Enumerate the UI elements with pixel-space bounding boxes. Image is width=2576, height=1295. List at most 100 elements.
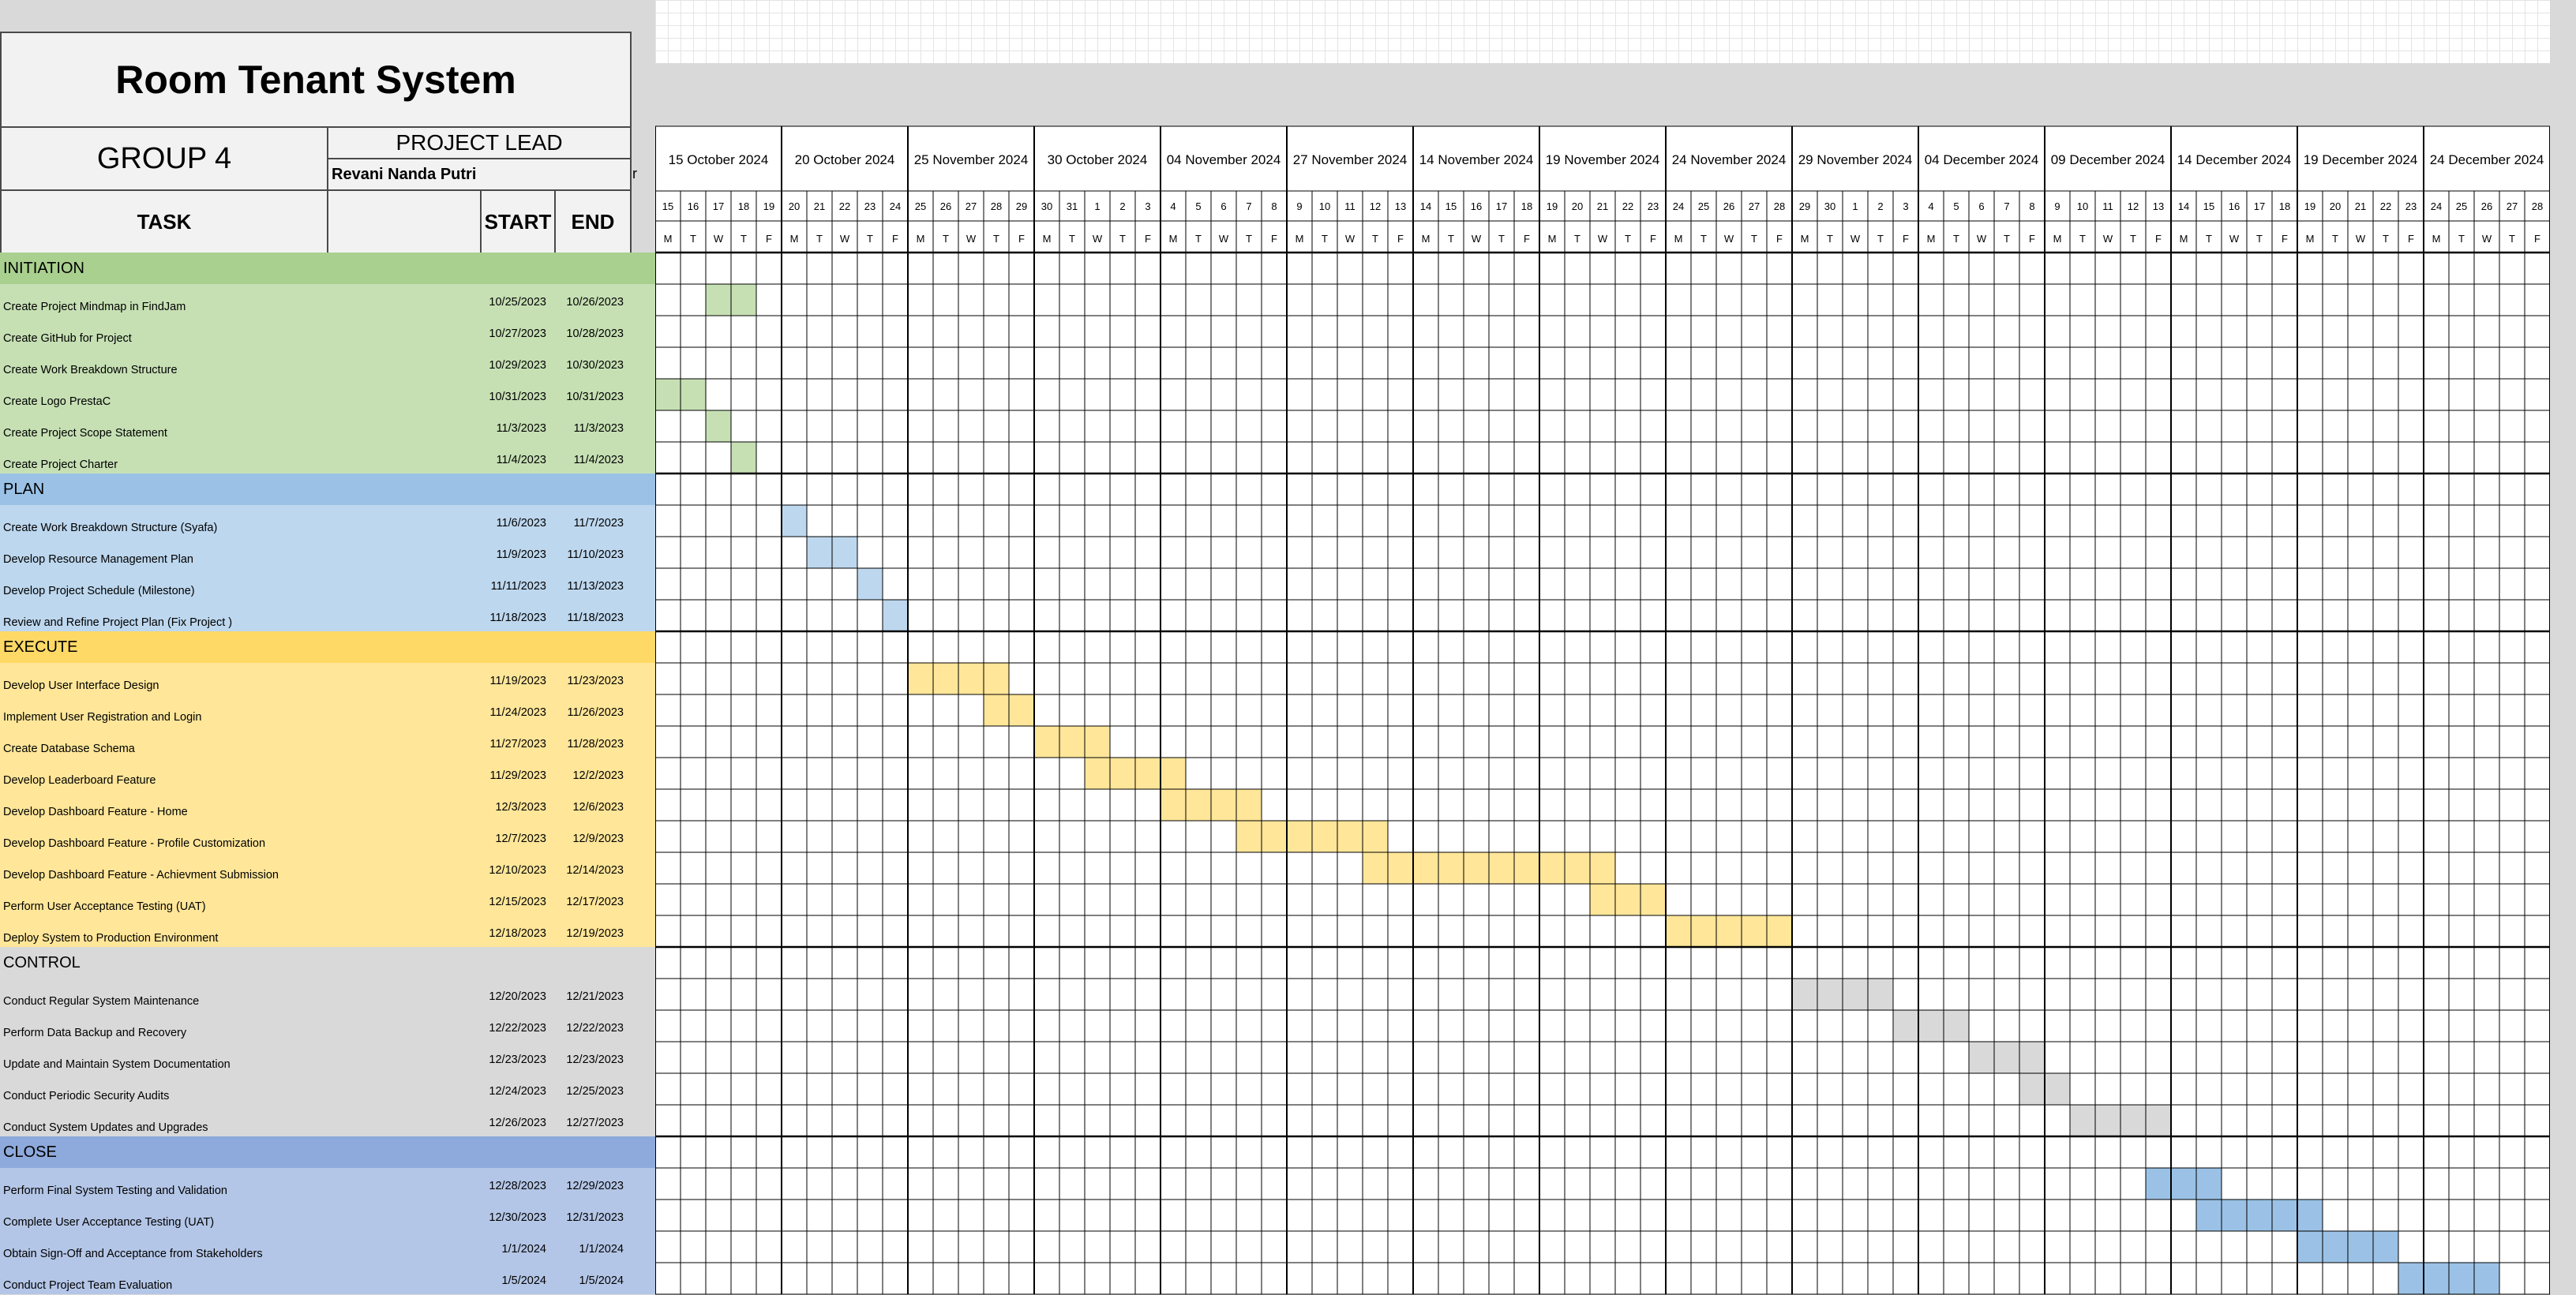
day-number: 29: [1016, 200, 1027, 212]
week-label: 14 November 2024: [1419, 152, 1534, 167]
day-number: 16: [1471, 200, 1482, 212]
task-row[interactable]: Create Project Charter 11/4/2023 11/4/2023: [0, 442, 655, 473]
week-label: 19 December 2024: [2304, 152, 2418, 167]
gantt-bar-cell: [1009, 694, 1034, 726]
day-letter: T: [816, 233, 823, 245]
task-row[interactable]: Perform Data Backup and Recovery 12/22/20…: [0, 1010, 655, 1042]
task-row[interactable]: Implement User Registration and Login 11/…: [0, 694, 655, 726]
task-end-date: 12/23/2023: [566, 1053, 624, 1066]
day-letter: M: [917, 233, 925, 245]
task-name: Create GitHub for Project: [3, 332, 132, 344]
task-row[interactable]: Develop Dashboard Feature - Profile Cust…: [0, 821, 655, 852]
gantt-bar-cell: [1843, 979, 1868, 1010]
task-row[interactable]: Obtain Sign-Off and Acceptance from Stak…: [0, 1231, 655, 1263]
group-cell: GROUP 4: [0, 126, 328, 191]
task-row[interactable]: Conduct Periodic Security Audits 12/24/20…: [0, 1073, 655, 1105]
day-number: 27: [1749, 200, 1760, 212]
task-panel: Room Tenant System GROUP 4 PROJECT LEAD …: [0, 0, 655, 1295]
section-title: CLOSE: [3, 1143, 57, 1161]
task-start-date: 12/10/2023: [489, 863, 546, 877]
day-number: 25: [1698, 200, 1709, 212]
task-end-date: 10/28/2023: [566, 327, 624, 340]
task-row[interactable]: Develop Leaderboard Feature 11/29/2023 12/…: [0, 758, 655, 789]
title-cell: Room Tenant System: [0, 32, 632, 128]
gantt-bar-cell: [2398, 1263, 2424, 1294]
task-row[interactable]: Conduct Project Team Evaluation 1/5/2024 1…: [0, 1263, 655, 1294]
day-number: 27: [966, 200, 977, 212]
task-row[interactable]: Review and Refine Project Plan (Fix Proj…: [0, 600, 655, 631]
task-row[interactable]: Create GitHub for Project 10/27/2023 10/28…: [0, 316, 655, 347]
task-row[interactable]: Create Project Scope Statement 11/3/2023 1…: [0, 410, 655, 442]
task-end-date: 11/18/2023: [567, 611, 624, 624]
day-number: 10: [1319, 200, 1330, 212]
task-end-date: 11/26/2023: [567, 706, 624, 719]
day-letter: M: [1295, 233, 1304, 245]
task-name: Implement User Registration and Login: [3, 711, 202, 723]
task-row[interactable]: Conduct System Updates and Upgrades 12/26…: [0, 1105, 655, 1136]
week-label: 09 December 2024: [2051, 152, 2165, 167]
task-name: Conduct Project Team Evaluation: [3, 1279, 173, 1291]
day-letter: T: [1700, 233, 1707, 245]
task-row[interactable]: Update and Maintain System Documentation…: [0, 1042, 655, 1073]
task-name: Create Work Breakdown Structure (Syafa): [3, 522, 218, 533]
gantt-bar-cell: [1716, 915, 1742, 947]
start-column-label: START: [484, 209, 552, 234]
gantt-bar-cell: [2297, 1200, 2323, 1231]
task-end-date: 10/26/2023: [566, 295, 624, 309]
day-letter: W: [1977, 233, 1987, 245]
day-letter: M: [2180, 233, 2188, 245]
task-row[interactable]: Complete User Acceptance Testing (UAT) 12…: [0, 1200, 655, 1231]
gantt-bar-cell: [1944, 1010, 1969, 1042]
task-row[interactable]: Develop User Interface Design 11/19/2023 1…: [0, 663, 655, 694]
task-start-date: 12/22/2023: [489, 1021, 546, 1035]
task-start-date: 11/9/2023: [496, 548, 546, 561]
gantt-bar-cell: [1868, 979, 1893, 1010]
day-number: 23: [1648, 200, 1659, 212]
day-number: 2: [1877, 200, 1883, 212]
day-number: 13: [1395, 200, 1406, 212]
task-row[interactable]: Perform User Acceptance Testing (UAT) 12/…: [0, 884, 655, 915]
task-row[interactable]: Create Logo PrestaC 10/31/2023 10/31/2023: [0, 379, 655, 410]
task-name: Develop Resource Management Plan: [3, 553, 193, 565]
day-number: 24: [1673, 200, 1684, 212]
task-row[interactable]: Create Work Breakdown Structure 10/29/202…: [0, 347, 655, 379]
task-row[interactable]: Develop Dashboard Feature - Home 12/3/202…: [0, 789, 655, 821]
task-name: Develop Project Schedule (Milestone): [3, 585, 195, 597]
task-row[interactable]: Perform Final System Testing and Validat…: [0, 1168, 655, 1200]
day-letter: F: [1145, 233, 1151, 245]
group-label: GROUP 4: [96, 141, 232, 175]
section-title: EXECUTE: [3, 638, 78, 656]
task-row[interactable]: Create Project Mindmap in FindJam 10/25/2…: [0, 284, 655, 316]
day-number: 19: [2304, 200, 2315, 212]
day-letter: T: [1195, 233, 1202, 245]
task-end-date: 10/30/2023: [566, 358, 624, 372]
gantt-bar-cell: [1893, 1010, 1918, 1042]
gantt-bar-cell: [1640, 884, 1666, 915]
day-letter: M: [664, 233, 673, 245]
page-title: Room Tenant System: [115, 58, 516, 102]
day-letter: W: [2229, 233, 2240, 245]
day-number: 17: [1496, 200, 1507, 212]
day-number: 27: [2507, 200, 2518, 212]
end-column-label: END: [571, 209, 615, 234]
task-row[interactable]: Conduct Regular System Maintenance 12/20/…: [0, 979, 655, 1010]
task-row[interactable]: Develop Project Schedule (Milestone) 11/1…: [0, 568, 655, 600]
task-row[interactable]: Develop Dashboard Feature - Achievment S…: [0, 852, 655, 884]
task-start-date: 11/27/2023: [489, 737, 547, 750]
gantt-bar-cell: [2474, 1263, 2499, 1294]
day-letter: M: [1043, 233, 1052, 245]
day-letter: F: [1524, 233, 1530, 245]
gantt-bar-cell: [1085, 758, 1110, 789]
day-letter: W: [1345, 233, 1355, 245]
task-row[interactable]: Create Database Schema 11/27/2023 11/28/20…: [0, 726, 655, 758]
day-letter: T: [2458, 233, 2465, 245]
gantt-bar-cell: [908, 663, 933, 694]
section-header-initiation: INITIATION: [0, 253, 655, 284]
task-row[interactable]: Create Work Breakdown Structure (Syafa) 1…: [0, 505, 655, 537]
task-name: Create Project Mindmap in FindJam: [3, 301, 186, 313]
week-label: 15 October 2024: [669, 152, 769, 167]
task-name: Update and Maintain System Documentation: [3, 1058, 231, 1070]
task-row[interactable]: Deploy System to Production Environment 1…: [0, 915, 655, 947]
task-row[interactable]: Develop Resource Management Plan 11/9/202…: [0, 537, 655, 568]
day-letter: W: [1598, 233, 1608, 245]
